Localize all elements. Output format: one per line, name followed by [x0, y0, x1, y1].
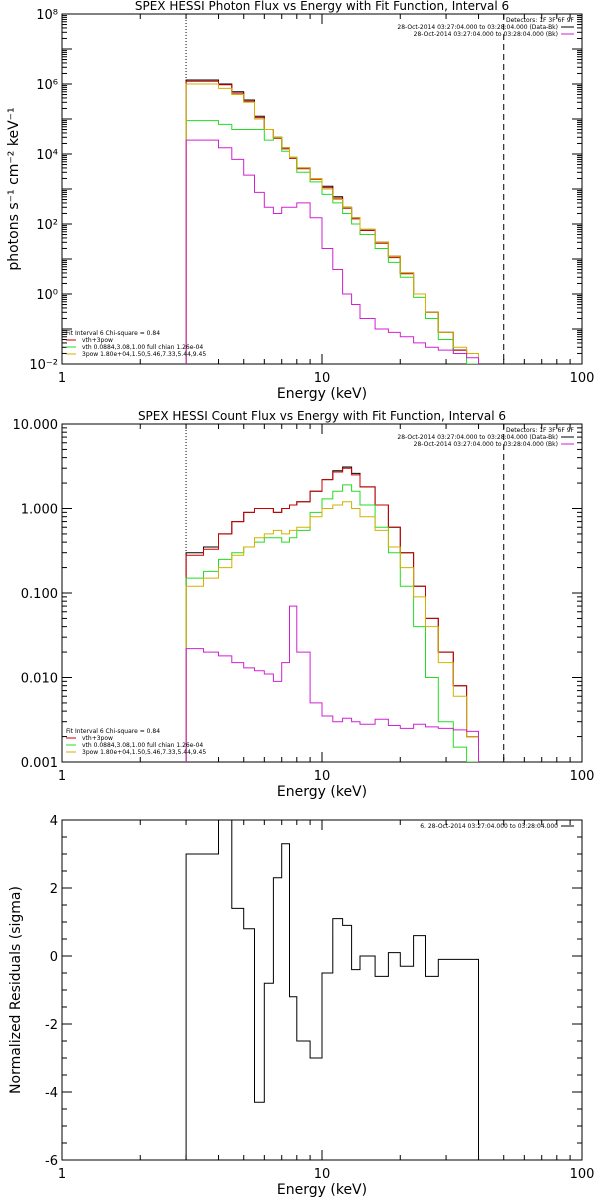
legend-top-entry: 28-Oct-2014 03:27:04.000 to 03:28:04.000… [414, 31, 558, 38]
chart-title: SPEX HESSI Photon Flux vs Energy with Fi… [135, 0, 509, 13]
legend-bottom-entry: vth+3pow [82, 337, 113, 344]
x-tick-label: 10 [314, 371, 331, 386]
legend-top-entry: Detectors: 1F 3F 6F 9F [506, 427, 575, 434]
y-tick-label: 0 [50, 950, 58, 965]
series-line-1 [185, 79, 479, 364]
y-tick-label: 0.001 [21, 756, 58, 771]
y-tick-label: 0.100 [21, 587, 58, 602]
chart-panel-1: SPEX HESSI Photon Flux vs Energy with Fi… [6, 0, 594, 402]
x-tick-label: 1 [58, 371, 66, 386]
x-tick-label: 10 [314, 1167, 331, 1182]
legend-bottom-entry: 3pow 1.80e+04,1.50,5.46,7.33,5.44,9.45 [82, 351, 206, 358]
series-group [185, 820, 479, 1160]
y-tick-label: 10.000 [13, 418, 59, 433]
series-line-3 [185, 120, 479, 364]
y-tick-label: 10⁸ [36, 8, 58, 23]
y-tick-label: -6 [45, 1154, 58, 1169]
series-group [185, 79, 479, 364]
legend-top-entry: 28-Oct-2014 03:27:04.000 to 03:28:04.000… [414, 441, 558, 448]
y-tick-label: 0.010 [21, 672, 58, 687]
legend-top-entry: 6. 28-Oct-2014 03:27:04.000 to 03:28:04.… [420, 823, 558, 830]
series-group [185, 466, 479, 762]
series-line-5 [185, 605, 479, 762]
y-tick-label: 2 [50, 882, 58, 897]
x-tick-label: 100 [570, 769, 595, 784]
legend-bottom-entry: Fit Interval 6 Chi-square = 0.84 [66, 330, 160, 337]
y-tick-label: -4 [45, 1086, 58, 1101]
y-tick-label: 10² [36, 218, 58, 233]
series-line-4 [185, 501, 479, 762]
x-axis-label: Energy (keV) [277, 784, 367, 800]
y-tick-label: 10⁻² [29, 358, 58, 373]
y-axis-label: photons s⁻¹ cm⁻² keV⁻¹ [6, 107, 22, 270]
legend-top-entry: 28-Oct-2014 03:27:04.000 to 03:28:04.000… [397, 434, 558, 441]
y-tick-label: 10⁶ [36, 78, 58, 93]
series-line-5 [185, 139, 479, 364]
y-tick-label: 4 [50, 814, 58, 829]
x-tick-label: 100 [570, 371, 595, 386]
legend-top-entry: Detectors: 1F 3F 6F 9F [506, 17, 575, 24]
chart-panel-2: SPEX HESSI Count Flux vs Energy with Fit… [13, 409, 595, 800]
y-tick-label: 10⁴ [36, 148, 58, 163]
x-tick-label: 1 [58, 769, 66, 784]
x-axis-label: Energy (keV) [277, 1182, 367, 1198]
chart-title: SPEX HESSI Count Flux vs Energy with Fit… [138, 409, 506, 423]
y-axis-label: Normalized Residuals (sigma) [8, 886, 24, 1094]
legend-bottom-entry: vth 0.0884,3.08,1.00 full chian 1.26e-04 [82, 344, 203, 351]
y-tick-label: -2 [45, 1018, 58, 1033]
series-line-3 [185, 484, 479, 762]
series-line-1 [185, 820, 479, 1160]
x-tick-label: 10 [314, 769, 331, 784]
legend-bottom-entry: vth+3pow [82, 735, 113, 742]
series-line-4 [185, 83, 479, 364]
chart-panel-3: 1 10 100 -6 -4 -2 0 2 4 Energy (keV) Normalized Re… [8, 814, 594, 1198]
legend-bottom-entry: 3pow 1.80e+04,1.50,5.46,7.33,5.44,9.45 [82, 749, 206, 756]
legend-bottom-entry: Fit Interval 6 Chi-square = 0.84 [66, 728, 160, 735]
legend-top-entry: 28-Oct-2014 03:27:04.000 to 03:28:04.000… [397, 24, 558, 31]
y-tick-label: 1.000 [21, 503, 58, 518]
y-tick-label: 10⁰ [36, 288, 58, 303]
x-tick-label: 1 [58, 1167, 66, 1182]
x-axis-label: Energy (keV) [277, 386, 367, 402]
x-tick-label: 100 [570, 1167, 595, 1182]
legend-bottom-entry: vth 0.0884,3.08,1.00 full chian 1.26e-04 [82, 742, 203, 749]
